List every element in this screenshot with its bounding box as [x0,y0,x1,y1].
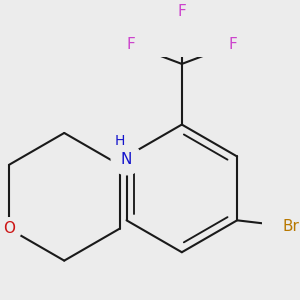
Text: H: H [115,134,125,148]
Text: Br: Br [283,219,300,234]
Text: F: F [229,37,237,52]
Text: O: O [3,221,15,236]
Text: F: F [126,37,135,52]
Text: F: F [177,4,186,19]
Text: N: N [121,152,132,166]
